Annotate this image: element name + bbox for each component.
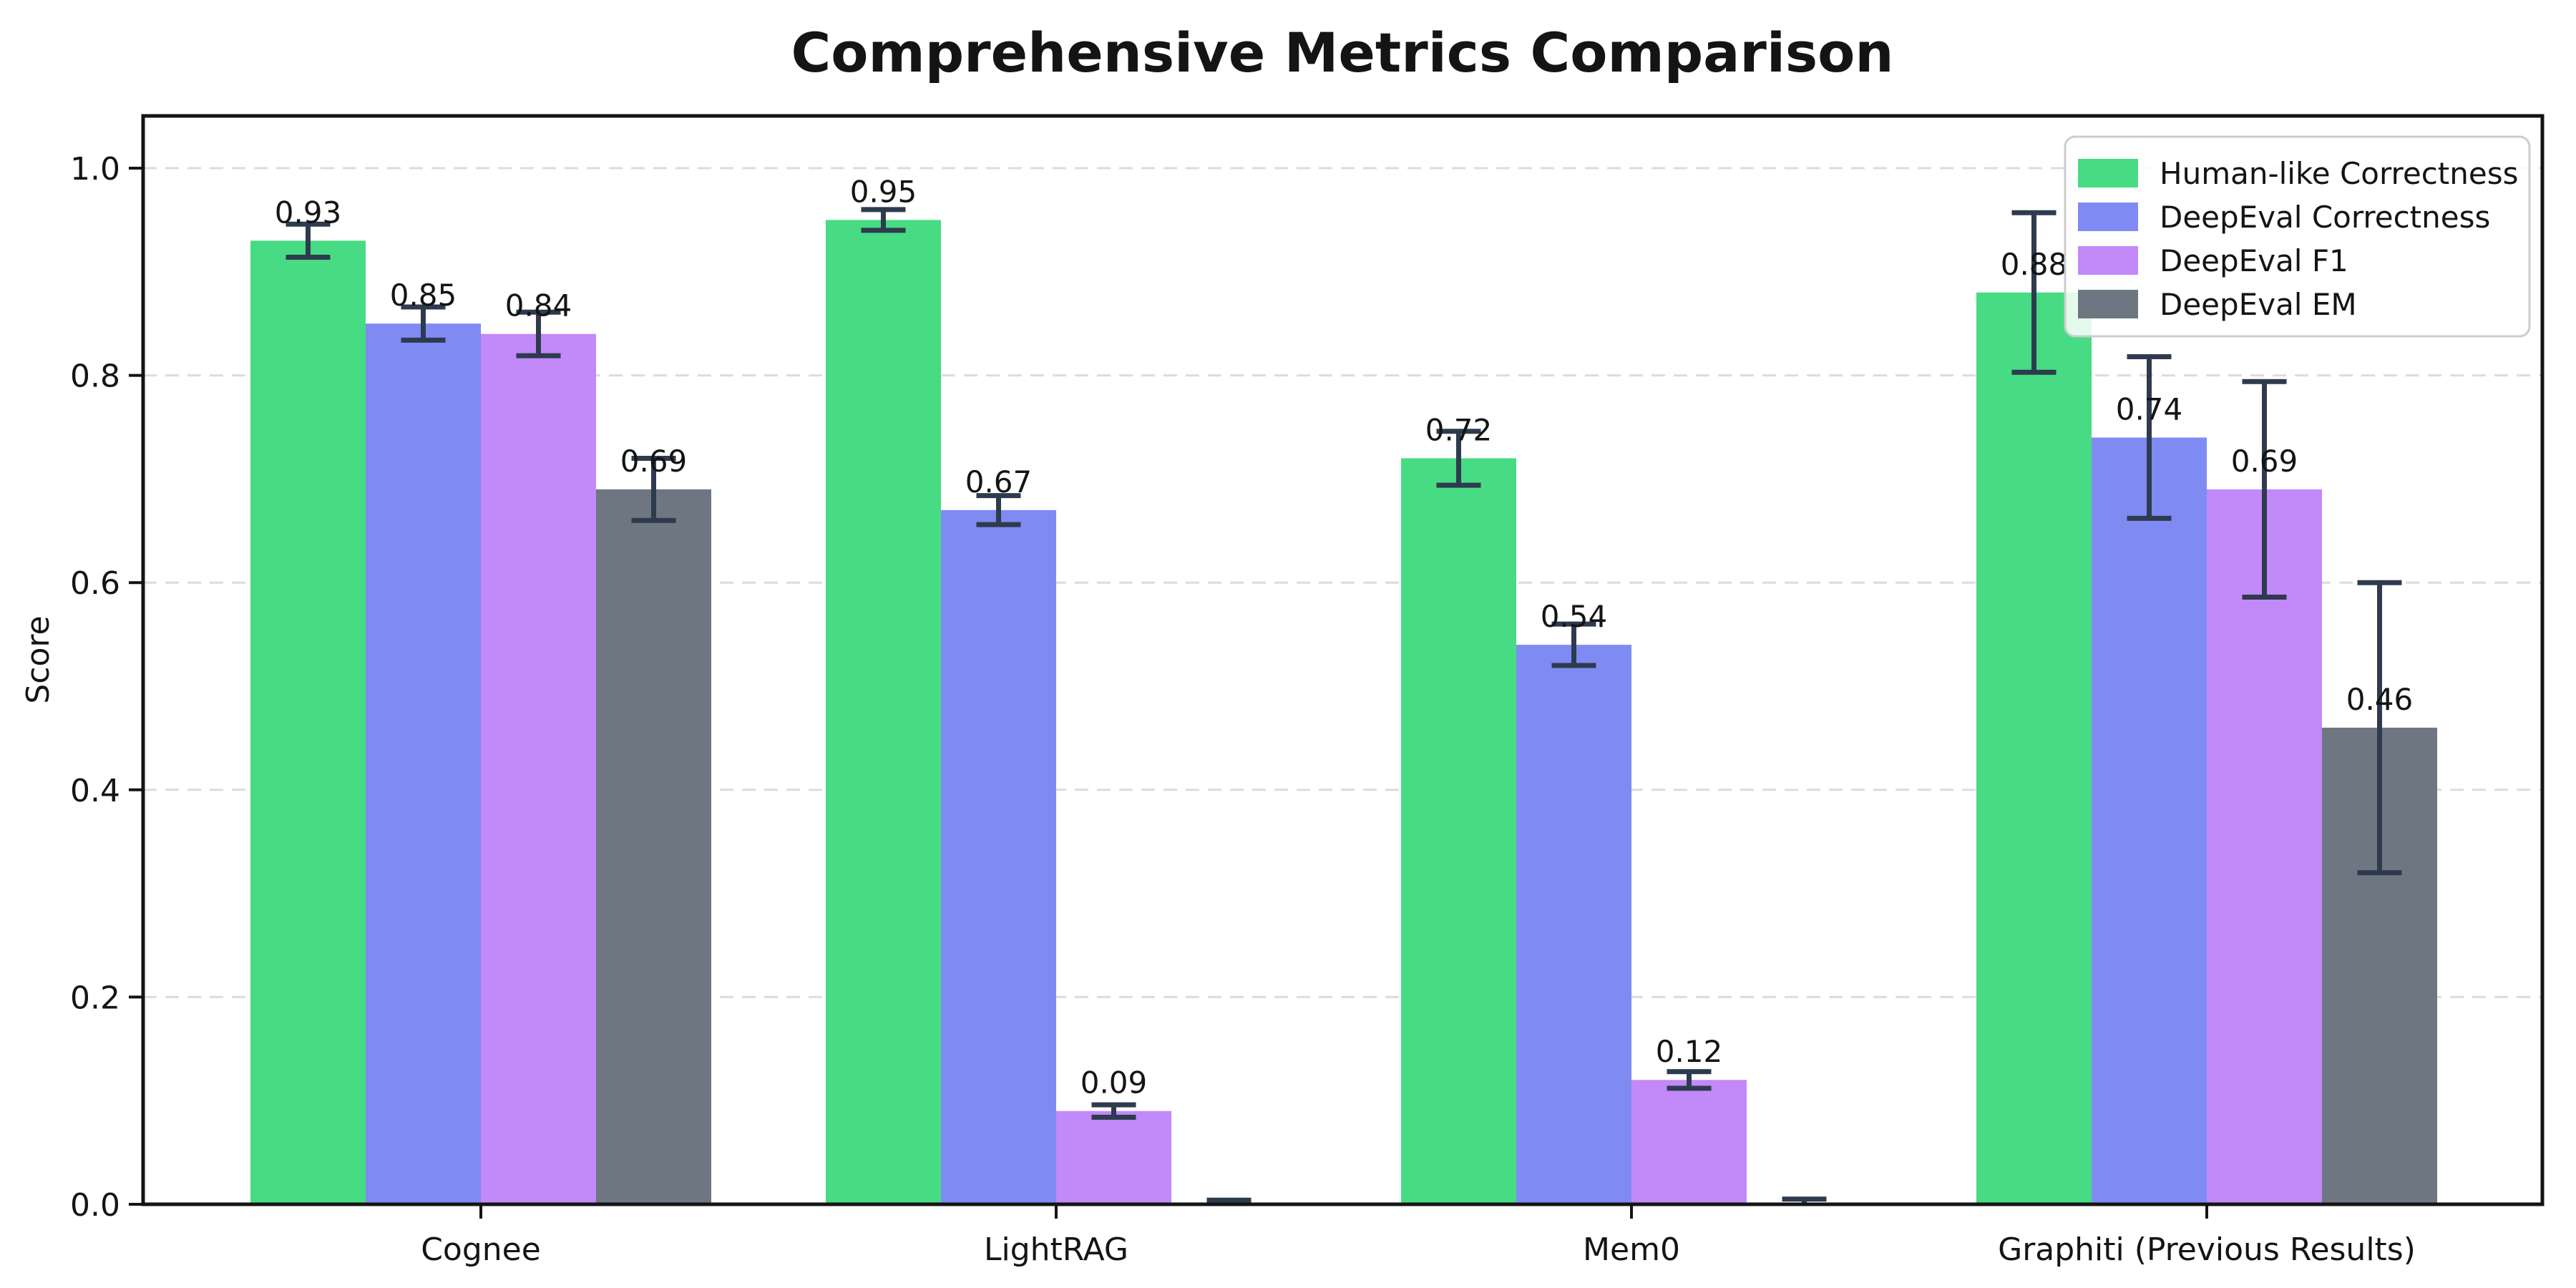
legend-swatch-0 [2078,159,2138,187]
y-tick-label: 0.0 [70,1187,120,1224]
bar-2-0 [1401,458,1516,1205]
bar-0-2 [481,333,596,1205]
bar-0-1 [366,323,481,1205]
error-bar-0-2 [516,309,561,358]
error-bar-0-3 [631,455,676,523]
bar-2-1 [1516,645,1631,1204]
x-tick-label-3: Graphiti (Previous Results) [1998,1231,2416,1268]
bar-value-label: 0.74 [2116,391,2183,426]
legend-label-0: Human-like Correctness [2160,156,2519,191]
legend: Human-like Correctness DeepEval Correctne… [2064,135,2531,338]
error-bar-1-2 [1091,1102,1136,1120]
x-tick-label-2: Mem0 [1583,1231,1680,1268]
y-axis-label: Score [20,615,57,703]
error-bar-0-0 [286,221,331,260]
y-tick-label: 0.2 [70,980,120,1016]
error-bar-3-2 [2242,379,2287,600]
error-bar-1-0 [861,207,906,233]
bar-value-label: 0.93 [275,195,342,230]
error-bar-2-2 [1667,1069,1712,1091]
error-bar-1-1 [976,493,1021,527]
chart-title: Comprehensive Metrics Comparison [791,21,1894,84]
legend-box [2064,135,2531,338]
x-tick-label-0: Cognee [421,1231,541,1268]
bar-value-label: 0.12 [1656,1034,1723,1069]
bar-1-1 [941,509,1056,1204]
bar-0-3 [596,489,711,1204]
bar-value-label: 0.54 [1541,599,1608,634]
legend-swatch-2 [2078,246,2138,275]
legend-swatch-3 [2078,290,2138,318]
error-bar-2-1 [1551,621,1596,668]
bar-1-2 [1056,1111,1171,1204]
bar-value-label: 0.88 [2001,247,2068,282]
bar-3-1 [2092,437,2207,1204]
error-bar-3-1 [2127,354,2172,521]
y-tick-label: 0.4 [70,773,120,809]
x-tick-label-1: LightRAG [984,1231,1128,1268]
bar-value-label: 0.46 [2346,682,2414,717]
bar-value-label: 0.09 [1080,1065,1148,1101]
bar-value-label: 0.72 [1425,412,1493,447]
bar-value-label: 0.67 [965,464,1033,499]
error-bar-3-3 [2357,580,2402,876]
bar-3-0 [1976,292,2092,1204]
bar-0-0 [250,240,366,1204]
y-tick-label: 0.6 [70,565,120,602]
plot-border [141,114,2545,1206]
bar-1-0 [826,220,941,1204]
legend-label-1: DeepEval Correctness [2160,200,2490,235]
y-tick-label: 1.0 [70,151,120,187]
bar-value-label: 0.69 [620,444,688,479]
bar-2-2 [1631,1080,1747,1204]
error-bar-0-1 [401,304,446,343]
bar-value-label: 0.69 [2231,444,2298,479]
bar-value-label: 0.84 [505,288,572,323]
bar-value-label: 0.95 [850,174,917,209]
bar-3-2 [2207,489,2322,1204]
axes: 0.0 0.2 0.4 0.6 0.8 1.0 Cognee LightRAG Mem0 Grap… [70,114,2545,1268]
error-bar-3-0 [2011,210,2057,375]
error-bar-2-0 [1436,429,1481,488]
y-tick-label: 0.8 [70,358,120,395]
legend-label-3: DeepEval EM [2160,287,2357,322]
legend-swatch-1 [2078,203,2138,231]
bars: 0.93 0.95 0.72 0.88 0.85 0.67 0.54 0.74 0.84 0.09… [250,174,2437,1205]
legend-label-2: DeepEval F1 [2160,243,2348,278]
bar-value-label: 0.85 [390,278,457,313]
